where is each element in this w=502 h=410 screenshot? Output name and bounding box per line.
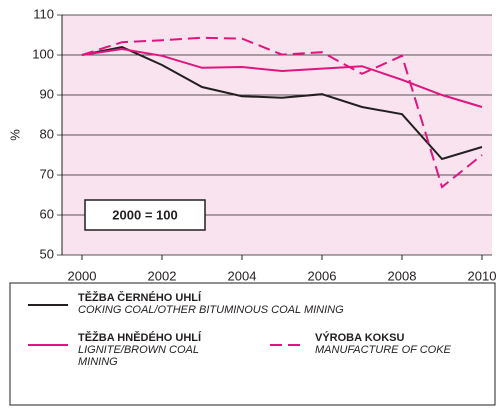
annotation-box <box>84 199 206 231</box>
y-tick-label: 110 <box>33 6 54 21</box>
x-tick-label: 2002 <box>148 268 177 283</box>
y-tick-label: 50 <box>40 246 54 261</box>
x-tick-label: 2000 <box>68 268 97 283</box>
y-tick-label: 90 <box>40 86 54 101</box>
y-axis-label: % <box>7 129 22 141</box>
legend-label: TĚŽBA ČERNÉHO UHLÍ <box>78 292 202 304</box>
y-tick-label: 100 <box>32 46 54 61</box>
legend-sublabel: COKING COAL/OTHER BITUMINOUS COAL MINING <box>78 304 344 316</box>
x-tick-label: 2006 <box>308 268 337 283</box>
legend-sublabel: MANUFACTURE OF COKE <box>315 344 451 356</box>
series-line <box>81 45 483 161</box>
legend-entry: VÝROBA KOKSU MANUFACTURE OF COKE <box>315 332 495 356</box>
legend-entry: TĚŽBA HNĚDÉHO UHLÍ LIGNITE/BROWN COAL MIN… <box>78 332 228 368</box>
y-tick-label: 80 <box>40 126 54 141</box>
x-tick-label: 2010 <box>468 268 497 283</box>
y-tick-label: 60 <box>40 206 54 221</box>
legend-label: VÝROBA KOKSU <box>315 332 405 344</box>
legend-sublabel: LIGNITE/BROWN COAL MINING <box>78 344 199 368</box>
x-tick-label: 2004 <box>228 268 257 283</box>
legend-label: TĚŽBA HNĚDÉHO UHLÍ <box>78 332 202 344</box>
y-tick-label: 70 <box>40 166 54 181</box>
annotation: 2000 = 100 <box>112 207 177 222</box>
legend-box <box>9 282 496 406</box>
legend-entry: TĚŽBA ČERNÉHO UHLÍ COKING COAL/OTHER BITU… <box>78 292 458 316</box>
x-tick-label: 2008 <box>388 268 417 283</box>
series-line <box>81 36 483 189</box>
series-line <box>81 47 483 108</box>
